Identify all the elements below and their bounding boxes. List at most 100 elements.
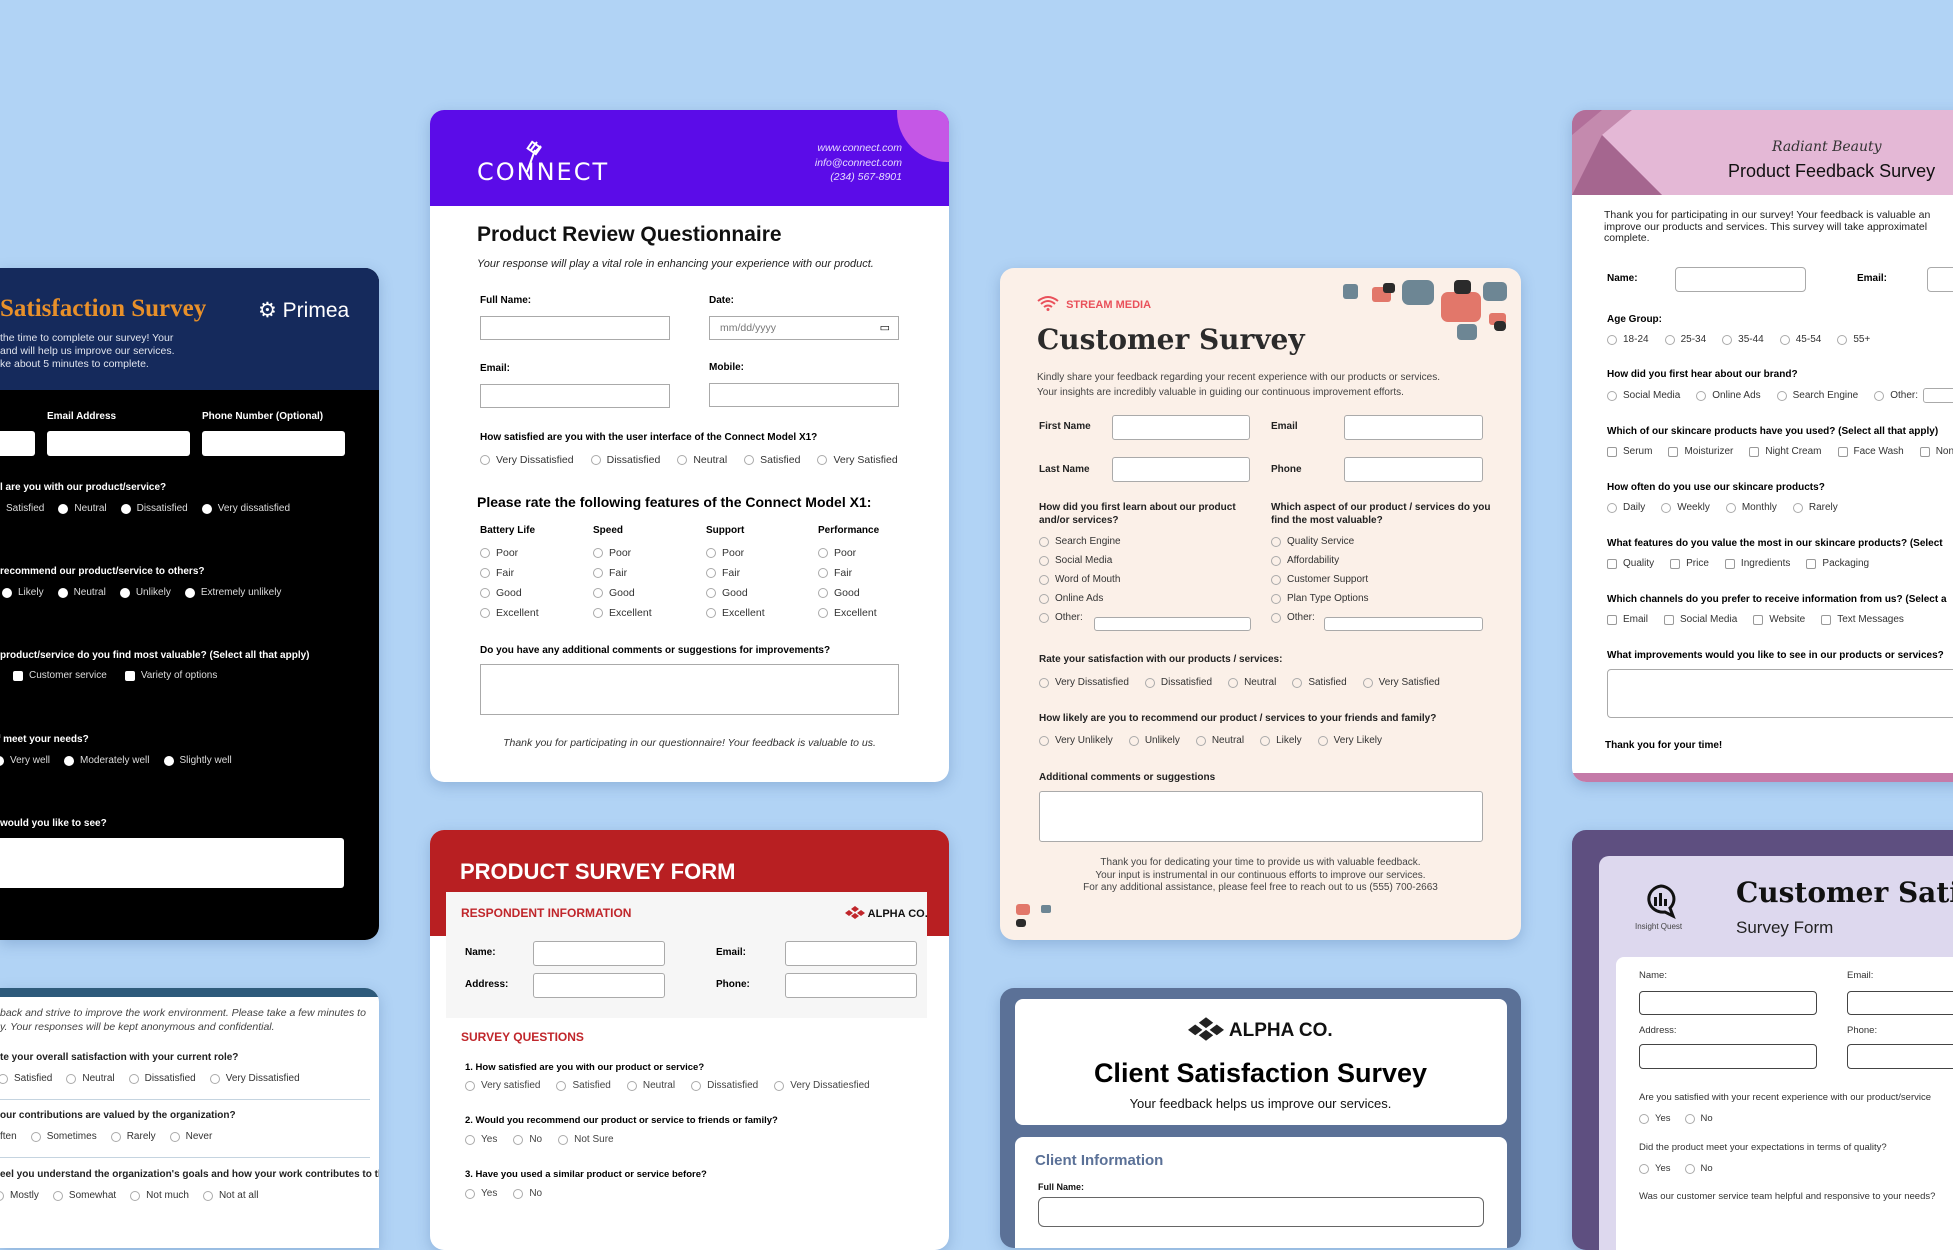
option[interactable]: Search Engine — [1776, 390, 1858, 401]
radio-button[interactable] — [480, 548, 490, 558]
option[interactable]: Likely — [1260, 735, 1302, 746]
option[interactable]: Online Ads — [1696, 390, 1761, 401]
email-input[interactable] — [480, 384, 670, 408]
radio-button[interactable] — [66, 1073, 77, 1084]
radio-button[interactable] — [1228, 677, 1239, 688]
option[interactable]: Satisfied — [556, 1080, 611, 1091]
radio-button[interactable] — [706, 568, 716, 578]
radio-button[interactable] — [1607, 502, 1617, 513]
radio-button[interactable] — [480, 608, 490, 618]
option[interactable]: Other: — [1039, 612, 1121, 623]
radio-button[interactable] — [1039, 536, 1049, 547]
radio-button[interactable] — [209, 1073, 220, 1084]
email-input[interactable] — [1344, 415, 1483, 440]
radio-button[interactable] — [744, 455, 755, 465]
option[interactable]: Online Ads — [1039, 593, 1121, 604]
option[interactable]: Non — [1919, 446, 1953, 457]
option[interactable]: Daily — [1607, 502, 1645, 513]
option[interactable]: Night Cream — [1749, 446, 1822, 457]
option[interactable]: Email — [1607, 614, 1648, 625]
address-input[interactable] — [1639, 1044, 1817, 1069]
option[interactable]: No — [513, 1134, 542, 1145]
improvements-textarea[interactable] — [0, 838, 344, 888]
option[interactable]: Neutral — [1228, 677, 1276, 688]
email-input[interactable] — [1847, 991, 1953, 1015]
checkbox[interactable] — [1607, 614, 1617, 625]
radio-button[interactable] — [64, 755, 75, 766]
option[interactable]: Monthly — [1725, 502, 1777, 513]
option[interactable]: Ingredients — [1724, 558, 1790, 569]
option[interactable]: Dissatisfied — [691, 1080, 758, 1091]
option[interactable]: Very Unlikely — [1039, 735, 1113, 746]
radio-button[interactable] — [58, 503, 69, 514]
radio-button[interactable] — [593, 568, 603, 578]
radio-button[interactable] — [128, 1073, 139, 1084]
option[interactable]: Not at all — [202, 1190, 258, 1201]
last-name-input[interactable] — [1112, 457, 1250, 482]
option[interactable]: Other: — [1874, 390, 1918, 401]
option[interactable]: Very Dissatisfied — [480, 454, 574, 466]
option[interactable]: Neutral — [677, 454, 727, 466]
option[interactable]: Yes — [465, 1188, 497, 1199]
phone-input[interactable] — [202, 431, 345, 456]
radio-button[interactable] — [513, 1134, 524, 1145]
radio-button[interactable] — [1607, 334, 1617, 345]
radio-button[interactable] — [2, 587, 12, 598]
checkbox[interactable] — [1607, 446, 1617, 457]
radio-button[interactable] — [593, 588, 603, 598]
radio-button[interactable] — [163, 755, 174, 766]
option[interactable]: 18-24 — [1607, 334, 1649, 345]
option[interactable]: 25-34 — [1664, 334, 1706, 345]
option[interactable]: No — [1684, 1113, 1713, 1124]
option[interactable]: Good — [593, 587, 652, 599]
option[interactable]: Neutral — [1195, 735, 1244, 746]
radio-button[interactable] — [818, 568, 828, 578]
radio-button[interactable] — [110, 1131, 121, 1142]
option[interactable]: Not much — [130, 1190, 189, 1201]
option[interactable]: Social Media — [1664, 614, 1737, 625]
option[interactable]: Plan Type Options — [1271, 593, 1369, 604]
option[interactable]: Unlikely — [119, 587, 171, 598]
checkbox[interactable] — [1806, 558, 1817, 569]
radio-button[interactable] — [556, 1080, 567, 1091]
option[interactable]: Satisfied — [744, 454, 800, 466]
radio-button[interactable] — [465, 1188, 475, 1199]
option[interactable]: Very Dissatisfied — [1039, 677, 1129, 688]
radio-button[interactable] — [513, 1188, 524, 1199]
option[interactable]: No — [1684, 1163, 1713, 1174]
option[interactable]: Neutral — [626, 1080, 675, 1091]
radio-button[interactable] — [593, 608, 603, 618]
radio-button[interactable] — [0, 1190, 4, 1201]
option[interactable]: No — [513, 1188, 542, 1199]
option[interactable]: Excellent — [818, 607, 877, 619]
checkbox[interactable] — [124, 670, 135, 681]
radio-button[interactable] — [1874, 390, 1885, 401]
radio-button[interactable] — [1271, 574, 1281, 585]
radio-button[interactable] — [706, 588, 716, 598]
phone-input[interactable] — [1344, 457, 1483, 482]
radio-button[interactable] — [1260, 735, 1271, 746]
radio-button[interactable] — [169, 1131, 180, 1142]
radio-button[interactable] — [1039, 574, 1049, 585]
option[interactable]: Dissatisfied — [120, 503, 188, 514]
radio-button[interactable] — [1039, 593, 1049, 604]
option[interactable]: Somewhat — [52, 1190, 116, 1201]
radio-button[interactable] — [1039, 612, 1049, 623]
radio-button[interactable] — [465, 1080, 475, 1091]
option[interactable]: 35-44 — [1722, 334, 1764, 345]
radio-button[interactable] — [1607, 390, 1617, 401]
radio-button[interactable] — [480, 568, 490, 578]
option[interactable]: 45-54 — [1779, 334, 1821, 345]
option[interactable]: Weekly — [1661, 502, 1710, 513]
checkbox[interactable] — [1668, 446, 1679, 457]
radio-button[interactable] — [691, 1080, 702, 1091]
radio-button[interactable] — [626, 1080, 637, 1091]
radio-button[interactable] — [818, 588, 828, 598]
option[interactable]: Very Dissatiesfied — [774, 1080, 870, 1091]
radio-button[interactable] — [1779, 334, 1790, 345]
checkbox[interactable] — [1724, 558, 1735, 569]
mobile-input[interactable] — [709, 383, 899, 407]
option[interactable]: Never — [169, 1131, 212, 1142]
radio-button[interactable] — [1271, 612, 1281, 623]
option[interactable]: Good — [706, 587, 765, 599]
